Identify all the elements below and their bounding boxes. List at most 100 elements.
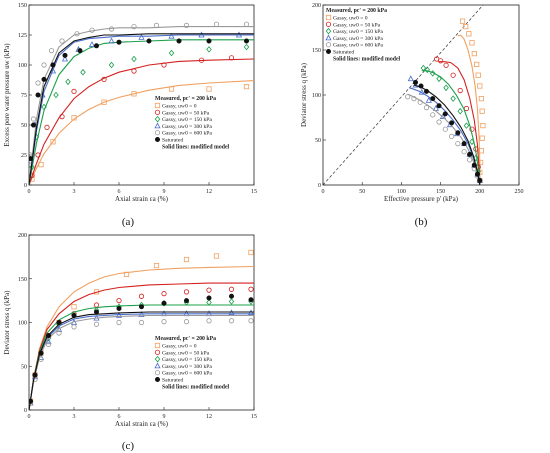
- data-point: [206, 38, 212, 44]
- data-point: [139, 304, 145, 310]
- data-point: [474, 61, 480, 68]
- data-point: [138, 33, 145, 40]
- x-tick-label: 200: [475, 189, 484, 195]
- data-point: [430, 70, 436, 77]
- data-point: [411, 96, 417, 102]
- data-point: [469, 126, 475, 132]
- data-point: [50, 62, 56, 68]
- model-fit-line: [457, 35, 481, 185]
- data-point: [71, 88, 77, 95]
- legend-entry: Gassy, uw0 = 50 kPa: [162, 110, 210, 116]
- data-point: [131, 68, 137, 74]
- y-tick-label: 100: [18, 321, 27, 327]
- model-fit-line: [29, 33, 254, 185]
- legend-entry: Gassy, uw0 = 50 kPa: [162, 350, 210, 356]
- data-point: [45, 333, 51, 339]
- data-point: [123, 271, 130, 277]
- data-point: [423, 105, 430, 111]
- data-point: [248, 297, 254, 303]
- legend-entry: Gassy, uw0 = 300 kPa: [333, 36, 383, 42]
- data-point: [161, 291, 167, 297]
- data-point: [71, 304, 77, 310]
- y-axis-label: Deviator stress q (kPa): [300, 62, 308, 127]
- data-point: [131, 91, 137, 97]
- data-point: [413, 79, 419, 85]
- model-fit-line: [439, 61, 481, 185]
- data-point: [115, 311, 123, 318]
- data-point: [478, 96, 484, 102]
- legend-entry: Gassy, uw0 = 150 kPa: [333, 29, 383, 35]
- data-point: [430, 112, 436, 118]
- x-tick-label: 3: [73, 189, 76, 195]
- data-point: [206, 86, 212, 92]
- data-point: [407, 75, 414, 82]
- data-point: [248, 249, 254, 256]
- data-point: [183, 256, 190, 263]
- x-tick-label: 250: [515, 189, 524, 195]
- data-point: [420, 64, 427, 72]
- data-point: [424, 66, 430, 74]
- data-point: [448, 133, 455, 139]
- data-point: [228, 298, 235, 305]
- data-point: [59, 38, 65, 44]
- data-point: [455, 130, 461, 136]
- data-point: [459, 18, 466, 24]
- data-point: [480, 123, 486, 129]
- data-point: [198, 57, 205, 63]
- model-fit-line: [29, 265, 254, 410]
- x-tick-label: 6: [118, 414, 121, 420]
- data-point: [56, 330, 62, 336]
- legend-entry: Saturated: [162, 378, 183, 384]
- series-2: [29, 282, 254, 410]
- data-point: [418, 88, 425, 95]
- legend-entry: Saturated: [162, 138, 183, 144]
- legend-marker: [154, 130, 161, 136]
- panel-caption: (b): [415, 216, 428, 228]
- model-fit-line: [407, 93, 481, 185]
- y-tick-label: 25: [21, 153, 27, 159]
- data-point: [479, 108, 485, 114]
- panel-caption: (a): [122, 216, 135, 228]
- data-point: [430, 96, 436, 102]
- data-point: [71, 324, 77, 330]
- series-1: [29, 80, 254, 185]
- data-point: [153, 22, 160, 28]
- data-point: [457, 107, 463, 115]
- series-6: [29, 33, 254, 185]
- model-fit-line: [29, 304, 254, 410]
- y-tick-label: 50: [21, 364, 27, 370]
- data-point: [213, 21, 220, 27]
- data-point: [71, 115, 77, 121]
- data-point: [65, 78, 71, 86]
- data-point: [53, 91, 59, 99]
- data-point: [62, 52, 68, 58]
- legend-marker: [154, 362, 161, 369]
- data-point: [206, 299, 212, 306]
- series-5: [405, 93, 483, 185]
- y-tick-label: 200: [312, 3, 321, 9]
- series-1: [457, 18, 486, 185]
- x-tick-label: 100: [397, 189, 406, 195]
- model-fit-line: [29, 282, 254, 410]
- model-fit-line: [29, 58, 254, 185]
- data-point: [436, 103, 442, 109]
- model-fit-line: [29, 314, 254, 410]
- y-tick-label: 0: [24, 183, 27, 189]
- legend-marker: [154, 109, 161, 115]
- data-point: [183, 319, 190, 325]
- data-point: [116, 39, 122, 45]
- x-tick-label: 0: [28, 189, 31, 195]
- series-6: [413, 79, 483, 185]
- data-point: [89, 27, 95, 33]
- legend-title: Measured, pc' = 200 kPa: [326, 8, 387, 14]
- data-point: [94, 43, 100, 49]
- x-axis-label: Axial strain εa (%): [115, 195, 169, 203]
- data-point: [116, 319, 122, 326]
- data-point: [41, 62, 47, 68]
- data-point: [108, 26, 115, 32]
- data-point: [213, 253, 220, 259]
- data-point: [473, 154, 479, 162]
- legend-title: Measured, pc' = 200 kPa: [155, 336, 216, 342]
- data-point: [45, 338, 52, 345]
